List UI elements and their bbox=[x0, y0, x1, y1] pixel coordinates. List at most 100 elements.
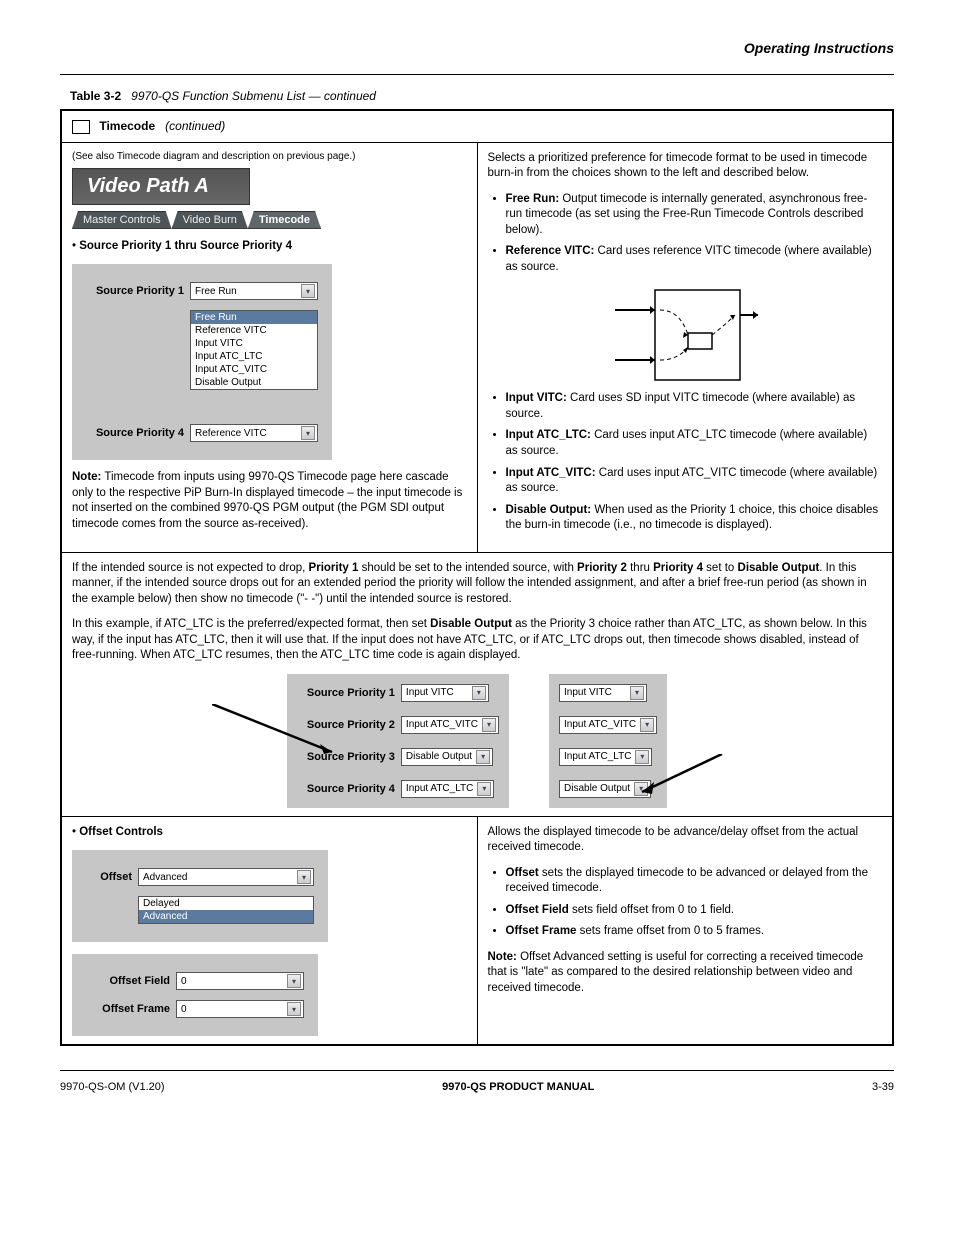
offset-value: Advanced bbox=[143, 872, 187, 883]
section-continued-text: (continued) bbox=[165, 119, 225, 133]
sp-heading: Source Priority 1 thru Source Priority 4 bbox=[79, 240, 292, 252]
b-inputvitc: Input VITC: bbox=[506, 392, 567, 404]
sp1-opt-atcltc[interactable]: Input ATC_LTC bbox=[191, 350, 317, 363]
note-label-1: Note: bbox=[72, 471, 101, 483]
offset-frame-dropdown[interactable]: 0 ▾ bbox=[176, 1000, 304, 1018]
tab-timecode[interactable]: Timecode bbox=[248, 211, 321, 229]
r2-b2t: sets field offset from 0 to 1 field. bbox=[569, 904, 734, 916]
r2-b1t: sets the displayed timecode to be advanc… bbox=[506, 867, 868, 895]
tab-video-burn[interactable]: Video Burn bbox=[172, 211, 248, 229]
chevron-down-icon: ▾ bbox=[634, 782, 648, 796]
example-p2: In this example, if ATC_LTC is the prefe… bbox=[72, 617, 882, 664]
chevron-down-icon: ▾ bbox=[482, 718, 496, 732]
example-grid: Source Priority 1 Input VITC▾ Source Prio… bbox=[72, 674, 882, 808]
note-body-1: Timecode from inputs using 9970-QS Timec… bbox=[72, 471, 462, 530]
offset-opt-advanced[interactable]: Advanced bbox=[139, 910, 313, 923]
sp1-opt-refvitc[interactable]: Reference VITC bbox=[191, 324, 317, 337]
footer-rule bbox=[60, 1070, 894, 1071]
exA-dd2[interactable]: Input ATC_VITC▾ bbox=[401, 716, 499, 734]
sp1-opt-inputvitc[interactable]: Input VITC bbox=[191, 337, 317, 350]
tab-master-controls[interactable]: Master Controls bbox=[72, 211, 172, 229]
sp4-label: Source Priority 4 bbox=[86, 427, 184, 439]
section-header-cell: Timecode (continued) bbox=[61, 110, 893, 142]
table-caption: Table 3-2 9970-QS Function Submenu List … bbox=[60, 83, 894, 109]
table-subtitle: 9970-QS Function Submenu List — continue… bbox=[131, 89, 376, 103]
offset-frame-label: Offset Frame bbox=[86, 1003, 170, 1015]
footer-page: 3-39 bbox=[872, 1081, 894, 1093]
table-title: Table 3-2 bbox=[70, 89, 121, 103]
exA-l2: Source Priority 2 bbox=[297, 719, 395, 731]
example-col-a: Source Priority 1 Input VITC▾ Source Prio… bbox=[287, 674, 509, 808]
offset-option-list[interactable]: Delayed Advanced bbox=[138, 896, 314, 924]
exA-dd1[interactable]: Input VITC▾ bbox=[401, 684, 489, 702]
r2-note-label: Note: bbox=[488, 951, 517, 963]
offset-field-label: Offset Field bbox=[86, 975, 170, 987]
sp1-opt-disable[interactable]: Disable Output bbox=[191, 376, 317, 389]
chevron-down-icon: ▾ bbox=[472, 686, 486, 700]
exA-l1: Source Priority 1 bbox=[297, 687, 395, 699]
footer-model: 9970-QS PRODUCT MANUAL bbox=[442, 1081, 594, 1093]
right-cell-1: Selects a prioritized preference for tim… bbox=[477, 142, 893, 552]
offset-opt-delayed[interactable]: Delayed bbox=[139, 897, 313, 910]
chevron-down-icon: ▾ bbox=[476, 750, 490, 764]
panel-title: Video Path A bbox=[73, 169, 249, 204]
footer-rev: 9970-QS-OM (V1.20) bbox=[60, 1081, 165, 1093]
header-rule bbox=[60, 74, 894, 75]
r2-note-body: Offset Advanced setting is useful for co… bbox=[488, 951, 864, 994]
sp4-value: Reference VITC bbox=[195, 428, 267, 439]
exB-dd3[interactable]: Input ATC_LTC▾ bbox=[559, 748, 652, 766]
exB-dd4[interactable]: Disable Output▾ bbox=[559, 780, 651, 798]
example-cell: If the intended source is not expected t… bbox=[61, 552, 893, 816]
sp1-opt-freerun[interactable]: Free Run bbox=[191, 311, 317, 324]
chevron-down-icon: ▾ bbox=[477, 782, 491, 796]
panel-video-path-a: Video Path A bbox=[72, 168, 250, 205]
example-col-b: Input VITC▾ Input ATC_VITC▾ Input ATC_LT… bbox=[549, 674, 667, 808]
r1-p1: Selects a prioritized preference for tim… bbox=[488, 151, 883, 182]
tabs-row: Master Controls Video Burn Timecode bbox=[72, 211, 467, 229]
exA-dd4[interactable]: Input ATC_LTC▾ bbox=[401, 780, 494, 798]
gray-block-offset1: Offset Advanced ▾ Delayed Advanced bbox=[72, 850, 328, 942]
gray-block-sp: Source Priority 1 Free Run ▾ Free Run Re… bbox=[72, 264, 332, 460]
chevron-down-icon: ▾ bbox=[640, 718, 654, 732]
main-table: Timecode (continued) (See also Timecode … bbox=[60, 109, 894, 1046]
exA-l3: Source Priority 3 bbox=[297, 751, 395, 763]
offset-field-dropdown[interactable]: 0 ▾ bbox=[176, 972, 304, 990]
r2-b3t: sets frame offset from 0 to 5 frames. bbox=[576, 925, 764, 937]
example-p1: If the intended source is not expected t… bbox=[72, 561, 882, 608]
mux-diagram bbox=[610, 285, 760, 385]
sp4-dropdown[interactable]: Reference VITC ▾ bbox=[190, 424, 318, 442]
offset-frame-value: 0 bbox=[181, 1004, 187, 1015]
r2-b3: Offset Frame bbox=[506, 925, 577, 937]
chevron-down-icon: ▾ bbox=[287, 974, 301, 988]
left-cell-1: (See also Timecode diagram and descripti… bbox=[61, 142, 477, 552]
chevron-down-icon: ▾ bbox=[635, 750, 649, 764]
r2-b2: Offset Field bbox=[506, 904, 569, 916]
exA-dd3[interactable]: Disable Output▾ bbox=[401, 748, 493, 766]
sp1-option-list[interactable]: Free Run Reference VITC Input VITC Input… bbox=[190, 310, 318, 390]
offset-label: Offset bbox=[86, 871, 132, 883]
exB-dd1[interactable]: Input VITC▾ bbox=[559, 684, 647, 702]
chevron-down-icon: ▾ bbox=[297, 870, 311, 884]
sp1-opt-atcvitc[interactable]: Input ATC_VITC bbox=[191, 363, 317, 376]
r2-p1: Allows the displayed timecode to be adva… bbox=[488, 825, 883, 856]
section-title-text: Timecode bbox=[99, 119, 155, 133]
offset-dropdown[interactable]: Advanced ▾ bbox=[138, 868, 314, 886]
sp1-label: Source Priority 1 bbox=[86, 285, 184, 297]
sp1-dropdown[interactable]: Free Run ▾ bbox=[190, 282, 318, 300]
exB-dd2[interactable]: Input ATC_VITC▾ bbox=[559, 716, 657, 734]
chevron-down-icon: ▾ bbox=[301, 284, 315, 298]
gray-block-offset2: Offset Field 0 ▾ Offset Frame 0 ▾ bbox=[72, 954, 318, 1036]
sp1-value: Free Run bbox=[195, 286, 237, 297]
exA-l4: Source Priority 4 bbox=[297, 783, 395, 795]
section-icon bbox=[72, 120, 90, 134]
b-atcvitc: Input ATC_VITC: bbox=[506, 467, 596, 479]
right-cell-2: Allows the displayed timecode to be adva… bbox=[477, 816, 893, 1045]
b-disable: Disable Output: bbox=[506, 504, 592, 516]
b-refvitc: Reference VITC: bbox=[506, 245, 595, 257]
b-atcltc: Input ATC_LTC: bbox=[506, 429, 591, 441]
chevron-down-icon: ▾ bbox=[630, 686, 644, 700]
b-freerun-t: Output timecode is internally generated,… bbox=[506, 193, 868, 236]
offset-field-value: 0 bbox=[181, 976, 187, 987]
b-freerun: Free Run: bbox=[506, 193, 560, 205]
chevron-down-icon: ▾ bbox=[301, 426, 315, 440]
